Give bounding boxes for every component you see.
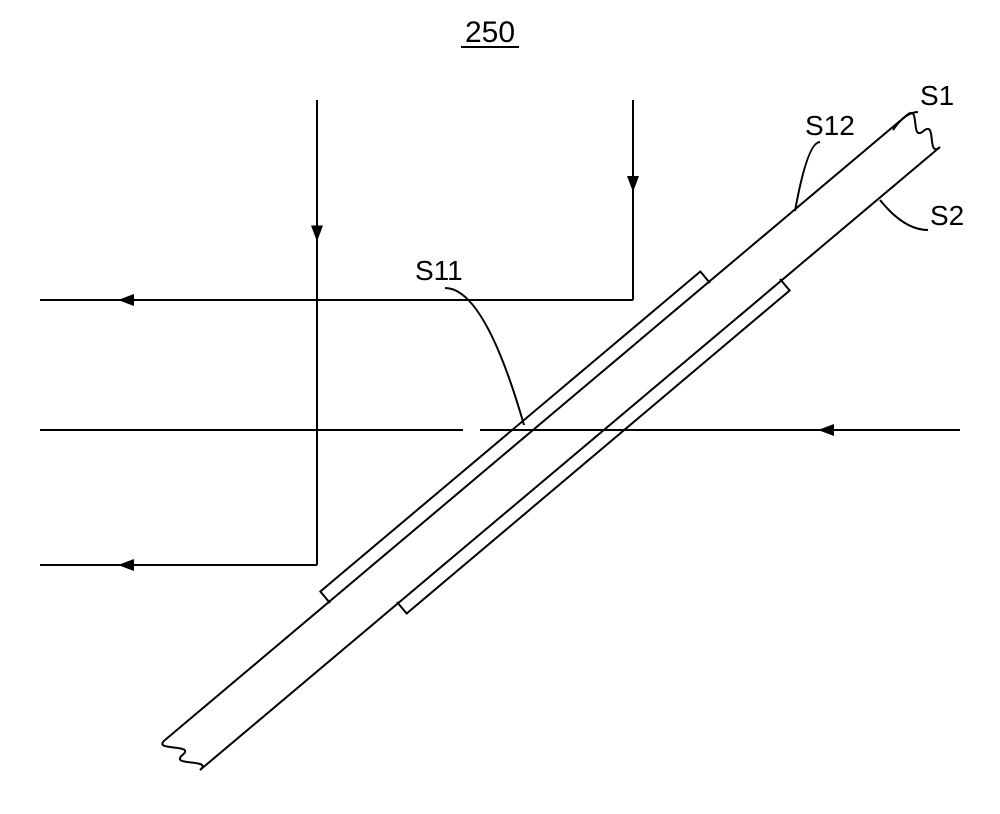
label-S12-label: S12 [805,110,855,141]
figure-number: 250 [465,16,515,49]
label-S2-label: S2 [930,200,964,231]
label-S1-label: S1 [920,80,954,111]
label-S2-leader [880,200,928,230]
strip-S11 [320,272,710,603]
strip-bottom [397,279,790,613]
label-S11-leader [445,288,524,425]
break-end-upper-right [907,113,940,149]
label-S12-leader [795,142,820,211]
break-end-lower-left [162,740,202,770]
face-S2-edge [200,147,940,770]
label-S11-label: S11 [415,255,463,286]
diagram-canvas: 250 S1 S12 S2 S11 [0,0,1000,814]
